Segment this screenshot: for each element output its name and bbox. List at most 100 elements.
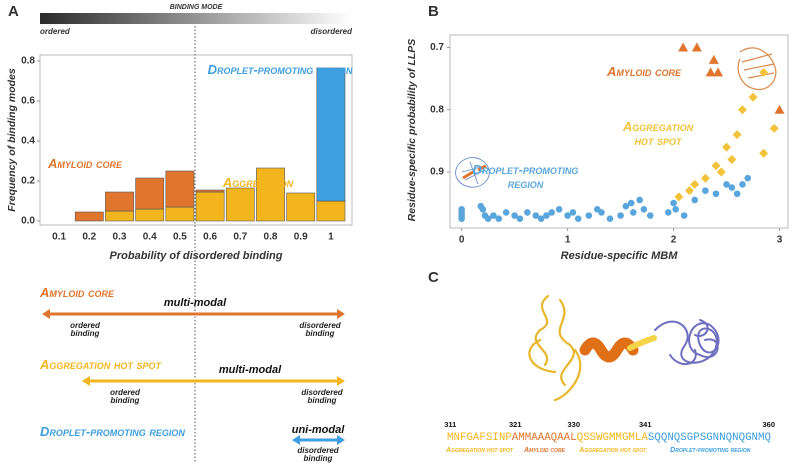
bar-segment [135,208,165,222]
point [646,212,654,219]
region-label: Aggregation hot spot [40,357,161,372]
point [678,42,689,52]
point [548,209,556,216]
point [636,196,643,204]
y-tick-label: 0.6 [21,96,35,107]
mode-label: multi-modal [164,297,227,309]
point [490,212,497,219]
x-tick-label: 1 [565,235,571,246]
point [543,212,550,219]
series-label: Droplet-promoting region [472,162,579,191]
point [702,187,709,194]
y-tick-label: 0.4 [21,136,35,147]
region-label: Amyloid core [40,285,115,300]
point [690,179,700,189]
binding-mode-left: ordered [40,27,71,36]
x-tick-label: 0.1 [52,232,66,243]
bar-segment [316,67,346,202]
point [537,215,545,222]
point [727,155,737,165]
sequence-segment: MNFGAFSINP [447,432,512,444]
point [759,67,769,77]
point [532,212,540,219]
bar-segment [256,167,285,222]
binding-mode-title: Binding mode [170,4,223,11]
point [774,104,785,114]
segment-label: Aggregation hot spot [446,447,513,454]
position-label: 360 [762,420,775,429]
region-label: Droplet-promoting region [40,424,185,439]
point [691,42,702,52]
point [713,67,724,77]
series-label: Droplet-promoting region [207,62,353,77]
point [511,212,518,219]
point [617,212,624,219]
bar-segment [165,170,195,208]
position-label: 321 [509,420,522,429]
series-label: Aggregation hot spot [222,175,294,204]
arrow-head [82,376,90,386]
x-tick-label: 3 [777,235,783,246]
arrow-head [292,435,300,445]
y-tick-label: 0.0 [21,216,35,227]
y-tick-label: 0.9 [430,167,444,178]
point [723,181,730,188]
point [622,202,630,210]
bar-segment [195,189,225,193]
point [458,212,465,219]
bar-segment [105,191,134,212]
x-tick-label: 0.4 [143,232,157,243]
x-tick-label: 2 [671,235,677,246]
x-axis-title: Probability of disordered binding [110,250,283,262]
point [574,215,582,222]
point [728,184,736,191]
mode-label: multi-modal [219,364,282,376]
x-axis-title: Residue-specific MBM [561,250,679,262]
point [737,105,747,115]
x-tick-label: 1 [328,232,334,243]
bar-segment [74,211,104,222]
panel-label: B [428,3,439,20]
x-tick-label: 0.7 [233,232,247,243]
segment-label: Amyloid core [524,447,565,454]
ordered-label: ordered binding [70,321,100,339]
y-axis-title: Frequency of binding modes [6,68,18,212]
x-tick-label: 0.3 [113,232,127,243]
bar-segment [316,200,346,222]
point [691,196,699,204]
x-tick-label: 0.6 [203,232,217,243]
point [585,212,593,219]
point [733,190,741,198]
sequence-segment: QSSWGMMGMLA [577,432,649,444]
disordered-label: disordered binding [299,321,341,339]
panel-label: A [8,3,19,20]
point [705,67,716,77]
sequence-segment: SQQNQSGPSGNNQNQGNMQ [648,432,771,444]
bar-segment [105,210,134,222]
x-tick-label: 0.2 [82,232,96,243]
series-label: Amyloid core [607,64,682,79]
protein-structure [528,294,720,402]
position-label: 311 [444,420,456,429]
sequence: MNFGAFSINPAMMAAAQAALQSSWGMMGMLASQQNQSGPS… [447,432,771,444]
mode-label: uni-modal [292,424,345,436]
position-label: 341 [639,420,652,429]
point [672,206,679,213]
point [739,181,746,188]
bar-segment [135,177,165,210]
point [716,167,726,177]
arrow-head [337,376,345,386]
y-axis-title: Residue-specific probability of LLPS [406,39,418,222]
y-tick-label: 0.7 [430,42,444,53]
point [722,142,732,152]
series-label: Aggregation hot spot [622,119,694,148]
x-tick-label: 0.9 [294,232,308,243]
segment-label: Aggregation hot spot [579,447,647,454]
point [680,212,688,219]
plot-frame [39,54,353,226]
point [484,215,492,222]
point [712,190,720,198]
point [502,209,510,216]
point [684,186,694,196]
